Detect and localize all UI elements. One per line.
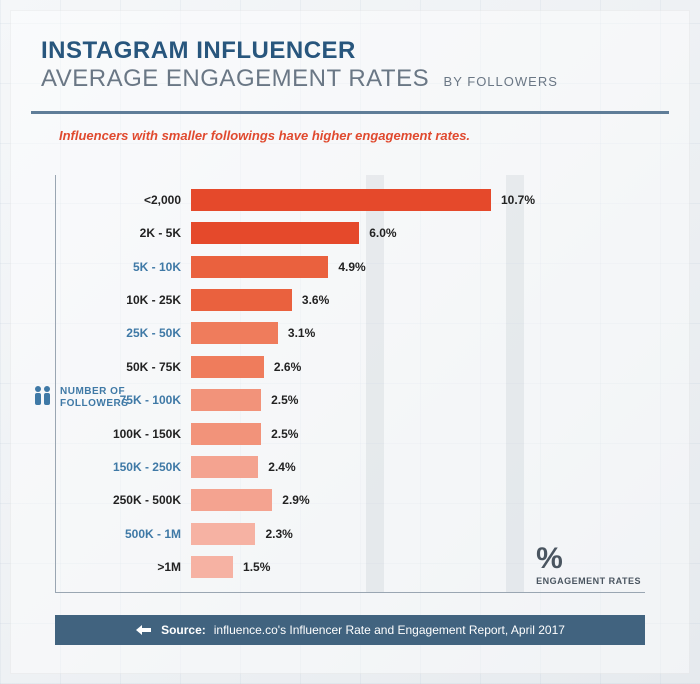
value-label: 3.6% [302,293,329,307]
category-label: 25K - 50K [51,326,181,340]
category-label: 100K - 150K [51,427,181,441]
chart: NUMBER OF FOLLOWERS % ENGAGEMENT RATES <… [55,175,645,593]
bar [191,289,292,311]
bar-row: 100K - 150K2.5% [191,423,645,445]
bar-row: <2,00010.7% [191,189,645,211]
value-label: 3.1% [288,326,315,340]
value-label: 2.5% [271,393,298,407]
bar [191,523,255,545]
source-bar: Source: influence.co's Influencer Rate a… [55,615,645,645]
bar [191,356,264,378]
bar-row: 150K - 250K2.4% [191,456,645,478]
title-line2: AVERAGE ENGAGEMENT RATES [41,65,429,93]
subtitle: Influencers with smaller followings have… [59,128,659,143]
value-label: 2.5% [271,427,298,441]
bar-row: 500K - 1M2.3% [191,523,645,545]
bar-row: 5K - 10K4.9% [191,256,645,278]
bar [191,189,491,211]
category-label: 150K - 250K [51,460,181,474]
bar [191,389,261,411]
title-sub: BY FOLLOWERS [444,74,558,89]
value-label: 1.5% [243,560,270,574]
category-label: 500K - 1M [51,527,181,541]
bar-row: 10K - 25K3.6% [191,289,645,311]
title-row2: AVERAGE ENGAGEMENT RATES BY FOLLOWERS [41,65,659,93]
source-text: influence.co's Influencer Rate and Engag… [214,623,565,637]
value-label: 2.9% [282,493,309,507]
bar-row: 50K - 75K2.6% [191,356,645,378]
frame: INSTAGRAM INFLUENCER AVERAGE ENGAGEMENT … [10,10,690,674]
bar-row: 250K - 500K2.9% [191,489,645,511]
title-block: INSTAGRAM INFLUENCER AVERAGE ENGAGEMENT … [11,11,689,101]
value-label: 6.0% [369,226,396,240]
bar [191,423,261,445]
pointer-icon [135,623,153,637]
bar [191,222,359,244]
bar [191,489,272,511]
bar-row: 2K - 5K6.0% [191,222,645,244]
category-label: 75K - 100K [51,393,181,407]
value-label: 4.9% [338,260,365,274]
category-label: 50K - 75K [51,360,181,374]
bar [191,556,233,578]
category-label: 250K - 500K [51,493,181,507]
category-label: >1M [51,560,181,574]
value-label: 2.3% [265,527,292,541]
bar [191,456,258,478]
bars: <2,00010.7% 2K - 5K6.0% 5K - 10K4.9% 10K - … [191,189,645,578]
category-label: 10K - 25K [51,293,181,307]
value-label: 2.6% [274,360,301,374]
bar-row: 25K - 50K3.1% [191,322,645,344]
category-label: 5K - 10K [51,260,181,274]
source-label: Source: [161,623,206,637]
bar [191,322,278,344]
category-label: 2K - 5K [51,226,181,240]
bar [191,256,328,278]
category-label: <2,000 [51,193,181,207]
bar-row: >1M1.5% [191,556,645,578]
value-label: 2.4% [268,460,295,474]
bar-row: 75K - 100K2.5% [191,389,645,411]
title-line1: INSTAGRAM INFLUENCER [41,37,659,65]
value-label: 10.7% [501,193,535,207]
divider [31,111,669,114]
